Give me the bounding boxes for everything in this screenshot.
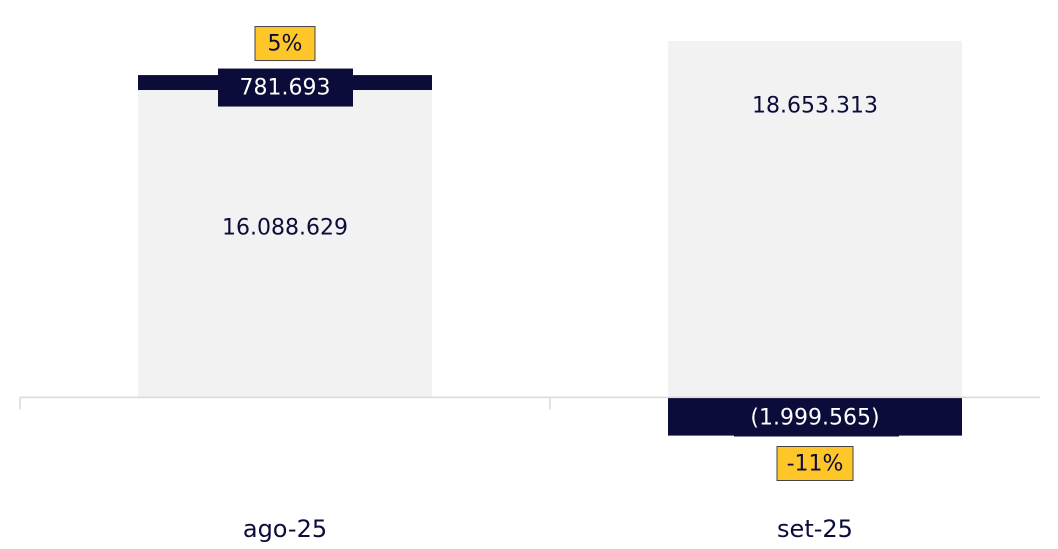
x-tick-label: ago-25 [243, 515, 327, 543]
value-label: (1.999.565) [750, 405, 879, 430]
percent-label: -11% [787, 451, 844, 476]
value-label-box [734, 398, 899, 437]
value-label: 16.088.629 [222, 215, 348, 240]
x-tick-label: set-25 [777, 515, 853, 543]
bar-segment [668, 41, 962, 398]
bar-segment [138, 90, 432, 398]
percent-box [776, 445, 854, 481]
value-label: 18.653.313 [752, 93, 878, 118]
value-label-box [218, 68, 353, 107]
percent-label: 5% [268, 32, 303, 57]
percent-box [254, 26, 316, 62]
value-label: 781.693 [240, 76, 331, 101]
